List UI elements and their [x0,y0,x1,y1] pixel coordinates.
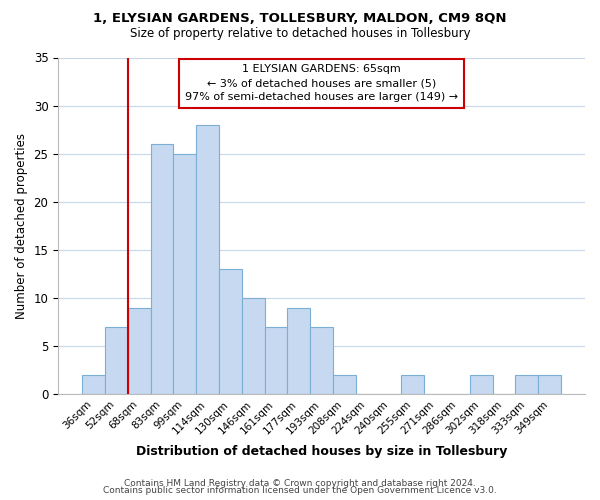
Y-axis label: Number of detached properties: Number of detached properties [15,133,28,319]
Bar [515,375,538,394]
Bar [265,327,287,394]
Bar [310,327,333,394]
Text: 1 ELYSIAN GARDENS: 65sqm
← 3% of detached houses are smaller (5)
97% of semi-det: 1 ELYSIAN GARDENS: 65sqm ← 3% of detache… [185,64,458,102]
Bar [151,144,173,395]
Text: Contains HM Land Registry data © Crown copyright and database right 2024.: Contains HM Land Registry data © Crown c… [124,478,476,488]
X-axis label: Distribution of detached houses by size in Tollesbury: Distribution of detached houses by size … [136,444,507,458]
Text: Size of property relative to detached houses in Tollesbury: Size of property relative to detached ho… [130,28,470,40]
Text: 1, ELYSIAN GARDENS, TOLLESBURY, MALDON, CM9 8QN: 1, ELYSIAN GARDENS, TOLLESBURY, MALDON, … [93,12,507,26]
Bar [173,154,196,394]
Text: Contains public sector information licensed under the Open Government Licence v3: Contains public sector information licen… [103,486,497,495]
Bar [287,308,310,394]
Bar [538,375,561,394]
Bar [105,327,128,394]
Bar [219,270,242,394]
Bar [333,375,356,394]
Bar [401,375,424,394]
Bar [196,125,219,394]
Bar [128,308,151,394]
Bar [470,375,493,394]
Bar [242,298,265,394]
Bar [82,375,105,394]
